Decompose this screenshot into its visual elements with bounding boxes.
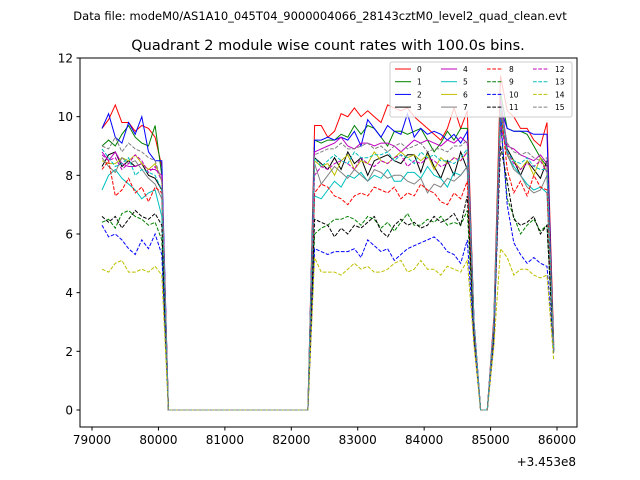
legend-label: 12: [555, 65, 565, 74]
legend-label: 7: [463, 103, 468, 112]
x-tick-label: 85000: [471, 433, 509, 447]
legend-label: 10: [509, 90, 519, 99]
plot-frame: [79, 57, 578, 428]
series-line-14: [101, 247, 555, 411]
series-line-8: [101, 104, 555, 411]
series-line-10: [101, 116, 555, 411]
y-axis: 0 2 4 6 8 10 12: [58, 52, 80, 417]
x-tick-label: 80000: [139, 433, 177, 447]
x-tick-label: 84000: [405, 433, 443, 447]
series-line-2: [101, 107, 555, 411]
legend-label: 15: [555, 103, 565, 112]
legend-item-11: 11: [487, 103, 519, 112]
legend-label: 5: [463, 78, 468, 87]
legend-item-0: 0: [395, 65, 422, 74]
x-axis: 79000 80000 81000 82000 83000 84000 85000 86000: [73, 427, 576, 447]
x-tick-label: 86000: [538, 433, 576, 447]
legend-label: 0: [417, 65, 422, 74]
legend-label: 13: [555, 78, 565, 87]
legend-item-15: 15: [533, 103, 565, 112]
legend-item-14: 14: [533, 90, 565, 99]
x-tick-label: 79000: [73, 433, 111, 447]
series-line-15: [101, 107, 555, 411]
legend-label: 1: [417, 78, 422, 87]
legend-item-4: 4: [441, 65, 468, 74]
y-tick-label: 0: [65, 403, 73, 417]
legend-label: 9: [509, 78, 514, 87]
y-tick-label: 2: [65, 345, 73, 359]
legend-item-2: 2: [395, 90, 422, 99]
series-layer: [101, 75, 555, 411]
legend-label: 2: [417, 90, 422, 99]
series-line-11: [101, 145, 555, 411]
legend-item-7: 7: [441, 103, 468, 112]
x-tick-label: 81000: [206, 433, 244, 447]
legend-label: 3: [417, 103, 422, 112]
series-line-1: [101, 93, 555, 411]
x-tick-label: 82000: [272, 433, 310, 447]
series-line-12: [101, 125, 555, 411]
chart-suptitle: Data file: modeM0/AS1A10_045T04_90000040…: [73, 9, 567, 23]
legend-label: 6: [463, 90, 468, 99]
y-tick-label: 6: [65, 227, 73, 241]
series-line-13: [101, 104, 555, 411]
legend-item-13: 13: [533, 78, 565, 87]
y-tick-label: 4: [65, 286, 73, 300]
x-tick-label: 83000: [339, 433, 377, 447]
legend-label: 11: [509, 103, 519, 112]
legend-item-10: 10: [487, 90, 519, 99]
y-tick-label: 8: [65, 169, 73, 183]
legend-label: 14: [555, 90, 565, 99]
x-offset-label: +3.453e8: [517, 455, 576, 469]
legend-item-3: 3: [395, 103, 422, 112]
series-line-6: [101, 122, 555, 411]
series-line-9: [101, 122, 555, 411]
legend-label: 4: [463, 65, 468, 74]
y-tick-label: 10: [58, 110, 73, 124]
legend-frame: [389, 61, 573, 118]
legend-item-9: 9: [487, 78, 514, 87]
legend-item-5: 5: [441, 78, 468, 87]
legend-item-6: 6: [441, 90, 468, 99]
legend-item-1: 1: [395, 78, 422, 87]
legend-item-12: 12: [533, 65, 565, 74]
chart-title: Quadrant 2 module wise count rates with …: [131, 38, 525, 54]
series-line-0: [101, 75, 555, 411]
legend-label: 8: [509, 65, 514, 74]
y-tick-label: 12: [58, 52, 73, 66]
series-line-7: [101, 110, 555, 411]
legend-item-8: 8: [487, 65, 514, 74]
